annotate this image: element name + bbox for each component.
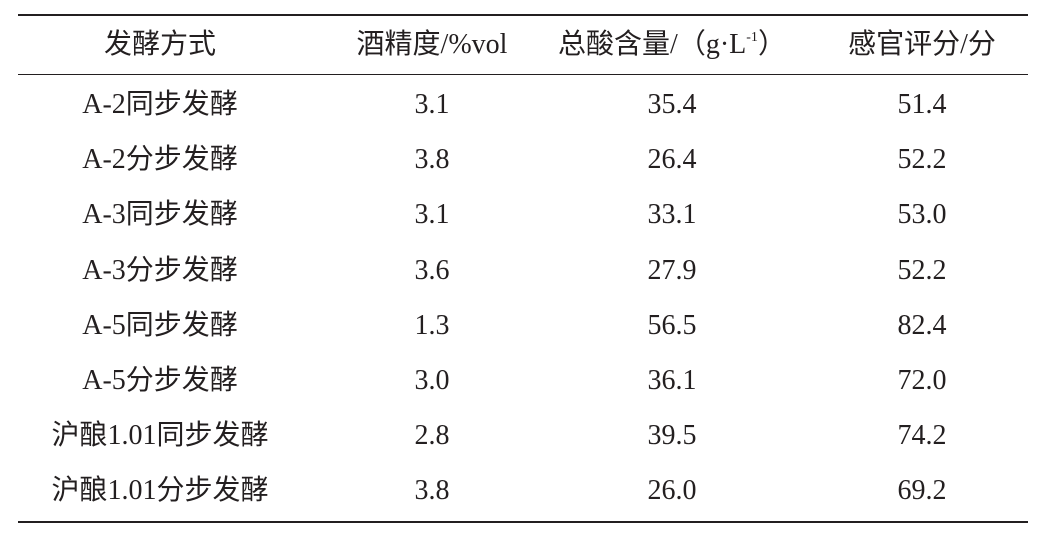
cell-value: 52.2 (897, 254, 947, 286)
row-label: A-3分步发酵 (82, 254, 238, 286)
bottom-rule (18, 521, 1028, 523)
cell-value: 26.4 (647, 144, 697, 176)
cell-value: 33.1 (647, 199, 697, 231)
cell-value: 3.1 (414, 199, 450, 231)
cell-value: 82.4 (897, 309, 947, 341)
cell-value: 35.4 (647, 89, 697, 120)
header-text: ） (757, 29, 786, 60)
cell-value: 27.9 (647, 254, 697, 286)
row-label: A-5分步发酵 (82, 365, 238, 396)
header-rule (18, 74, 1028, 75)
header-text: 总酸含量/（g·L (558, 29, 747, 60)
cell-value: 69.2 (897, 475, 947, 507)
cell-value: 74.2 (897, 420, 947, 452)
header-cell: 发酵方式 (103, 29, 217, 60)
header-cell: 总酸含量/（g·L-1） (558, 31, 786, 59)
cell-value: 3.1 (414, 89, 450, 120)
row-label: 沪酿1.01分步发酵 (51, 475, 269, 507)
row-label: A-2同步发酵 (82, 89, 238, 120)
cell-value: 3.8 (414, 475, 450, 507)
row-label: 沪酿1.01同步发酵 (51, 420, 269, 452)
cell-value: 3.8 (414, 144, 450, 176)
cell-value: 51.4 (897, 89, 947, 120)
top-rule (18, 14, 1028, 16)
cell-value: 39.5 (647, 420, 697, 452)
cell-value: 1.3 (414, 309, 450, 341)
cell-value: 52.2 (897, 144, 947, 176)
cell-value: 53.0 (897, 199, 947, 231)
row-label: A-2分步发酵 (82, 144, 238, 176)
row-label: A-5同步发酵 (82, 309, 238, 341)
row-label: A-3同步发酵 (82, 199, 238, 231)
cell-value: 56.5 (647, 309, 697, 341)
cell-value: 72.0 (897, 365, 947, 396)
cell-value: 3.6 (414, 254, 450, 286)
cell-value: 2.8 (414, 420, 450, 452)
header-cell: 感官评分/分 (848, 29, 996, 60)
cell-value: 3.0 (414, 365, 450, 396)
cell-value: 36.1 (647, 365, 697, 396)
unit-exponent: -1 (746, 30, 758, 45)
header-cell: 酒精度/%vol (356, 29, 508, 60)
cell-value: 26.0 (647, 475, 697, 507)
